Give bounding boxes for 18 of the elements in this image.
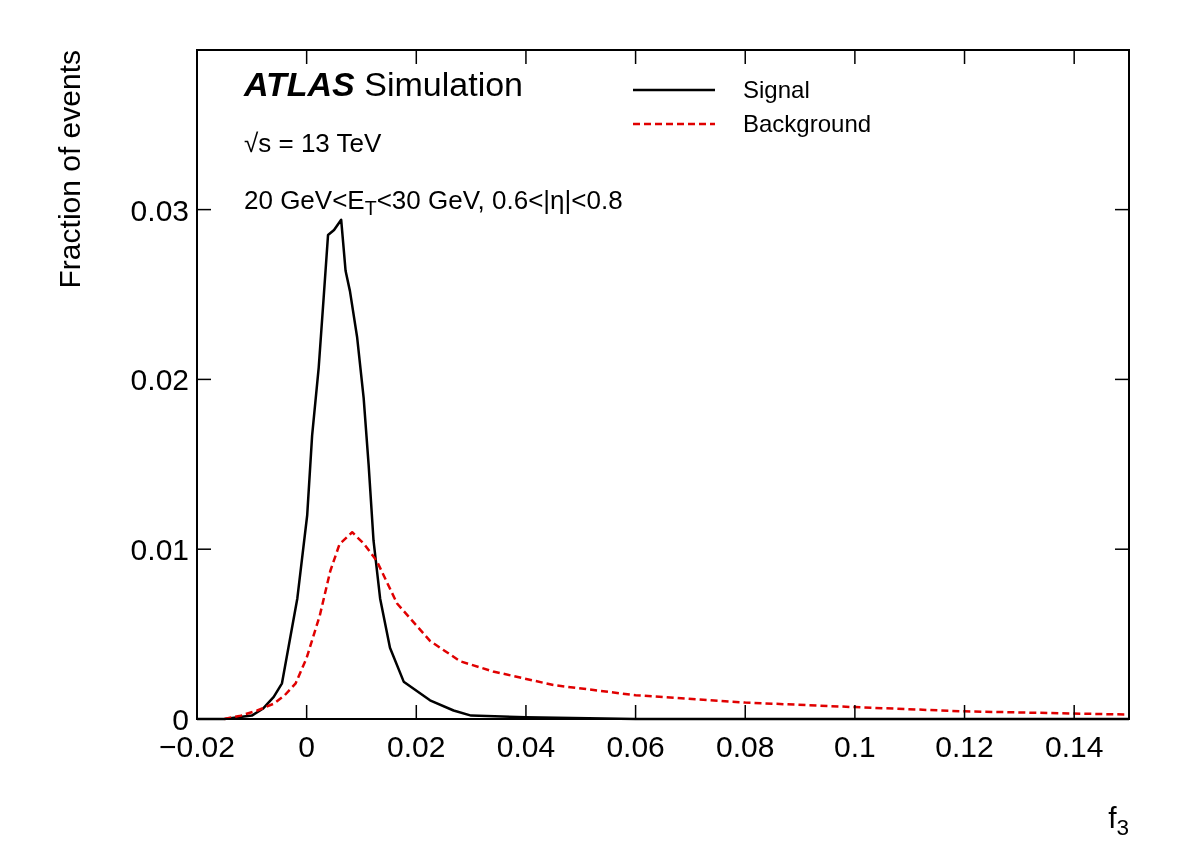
x-tick-label: 0.06	[606, 730, 665, 763]
x-tick-label: 0.02	[387, 730, 446, 763]
x-tick-label: 0.1	[834, 730, 876, 763]
y-axis-title: Fraction of events	[53, 50, 86, 289]
x-tick-label: 0.08	[716, 730, 775, 763]
annotation: ATLAS Simulation	[243, 65, 524, 103]
y-tick-label: 0.03	[130, 193, 189, 227]
annotation: √s = 13 TeV	[244, 128, 383, 158]
x-axis-title: f$_{3}$	[1108, 801, 1129, 840]
x-tick-label: 0	[298, 730, 315, 763]
x-tick-label: 0.04	[496, 730, 556, 763]
y-tick-label: 0.01	[130, 533, 189, 567]
legend-label: Signal	[743, 76, 810, 103]
x-tick-label: 0.14	[1044, 730, 1104, 763]
y-tick-label: 0.02	[130, 363, 189, 397]
x-tick-label: 0.12	[935, 730, 994, 763]
legend-label: Background	[743, 110, 872, 137]
annotation: 20 GeV<E$_{T}$<30 GeV, 0.6<|η|<0.8	[244, 185, 623, 219]
